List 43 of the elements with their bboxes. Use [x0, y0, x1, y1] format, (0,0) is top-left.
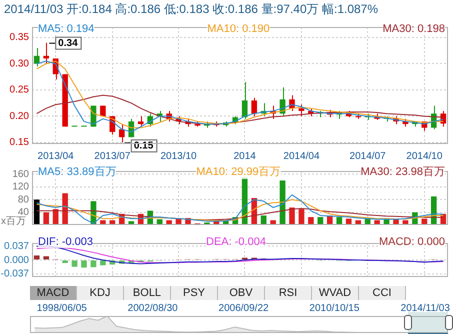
text: MA5: 33.89百万: [38, 164, 116, 179]
text: CCI: [359, 286, 406, 300]
y-tick-label: 0.20: [10, 110, 30, 122]
x-tick-label: 2014/10: [406, 150, 443, 162]
series-label: DIF: -0.003: [38, 236, 94, 248]
x-tick-label: 2014: [234, 150, 256, 162]
text: MA30: 23.98百万: [360, 164, 445, 179]
y-tick-label: 0.15: [10, 137, 30, 148]
text: KDJ: [77, 286, 124, 300]
text: MA10: 29.99百万: [196, 164, 281, 179]
x-tick-label: 2013/07: [94, 150, 131, 162]
text: BOLL: [124, 286, 171, 300]
text: MA5: 0.194: [38, 23, 94, 35]
annotation: 0.34: [58, 38, 78, 49]
y-tick-label: 0.30: [10, 58, 30, 70]
chart-title: 2014/11/03 开:0.184 高:0.186 低:0.183 收:0.186 量:97.40万 幅:1.087%: [4, 1, 378, 18]
x-tick-label: 2014/07: [350, 150, 386, 162]
y-tick-label: 0.037: [4, 240, 30, 252]
x-tick-label: 2014/04: [283, 150, 320, 162]
x-tick-label: 1998/06/05: [36, 302, 88, 314]
x-tick-label: 2010/10/15: [309, 302, 360, 314]
text: MA10: 0.190: [207, 23, 270, 35]
y-tick-label: 120: [12, 182, 30, 193]
x-tick-label: 2013/10: [160, 150, 198, 162]
x-tick-label: 2013/04: [38, 150, 74, 162]
y-tick-label: -0.037: [0, 268, 30, 280]
y-tick-label: 80: [18, 194, 30, 206]
y-axis-title: x百万: [1, 216, 26, 227]
text: RSI: [265, 286, 312, 300]
series-label: DEA: -0.004: [206, 236, 266, 248]
text: MA30: 0.198: [382, 23, 445, 35]
y-tick-label: 0.35: [10, 32, 30, 44]
text: WVAD: [312, 286, 359, 300]
x-tick-label: 2002/08/30: [128, 302, 178, 314]
text: OBV: [218, 286, 265, 300]
series-label: MACD: 0.000: [378, 236, 445, 248]
y-tick-label: 160: [12, 168, 30, 180]
y-tick-label: 0.25: [10, 84, 30, 96]
y-tick-label: 0.000: [4, 254, 30, 266]
x-tick-label: 2006/09/22: [218, 302, 269, 314]
text: MACD: [30, 286, 77, 300]
x-tick-label: 2014/11/03: [400, 302, 450, 314]
text: PSY: [171, 286, 218, 300]
